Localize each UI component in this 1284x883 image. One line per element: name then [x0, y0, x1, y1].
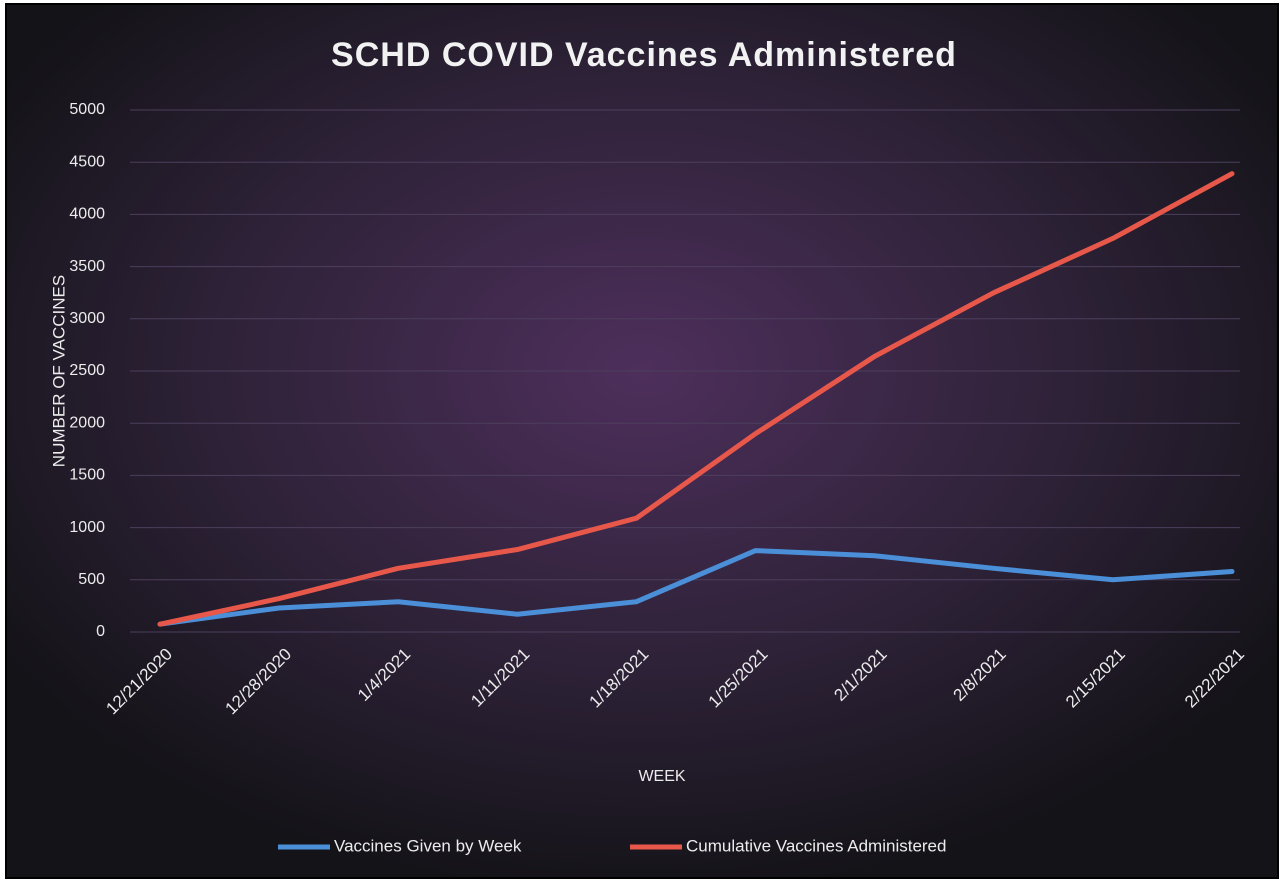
y-tick-label: 2000 — [69, 414, 105, 431]
y-tick-label: 4500 — [69, 153, 105, 170]
y-axis-label: NUMBER OF VACCINES — [49, 275, 68, 467]
series-line — [157, 171, 1235, 627]
y-tick-label: 1000 — [69, 519, 105, 536]
y-tick-label: 2500 — [69, 362, 105, 379]
y-tick-label: 1500 — [69, 467, 105, 484]
legend-label: Cumulative Vaccines Administered — [686, 836, 946, 855]
y-tick-label: 3500 — [69, 258, 105, 275]
y-tick-label: 0 — [96, 623, 105, 640]
x-axis-label: WEEK — [638, 768, 685, 785]
legend-label: Vaccines Given by Week — [334, 836, 522, 855]
chart-background — [5, 3, 1279, 879]
chart-title: SCHD COVID Vaccines Administered — [331, 36, 957, 74]
y-tick-label: 500 — [78, 571, 105, 588]
series-line — [157, 548, 1235, 627]
y-tick-label: 3000 — [69, 310, 105, 327]
y-tick-label: 5000 — [69, 101, 105, 118]
y-tick-label: 4000 — [69, 206, 105, 223]
